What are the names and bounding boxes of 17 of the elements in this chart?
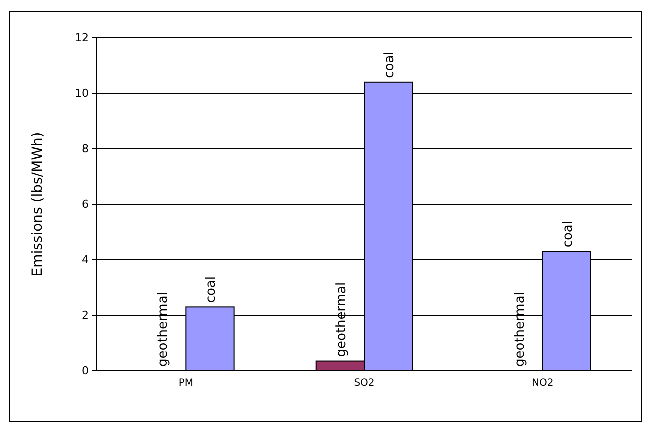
text: geothermal xyxy=(156,292,172,367)
y-axis-title: Emissions (lbs/MWh) xyxy=(30,132,46,277)
text: geothermal xyxy=(512,292,528,367)
y-tick-label: 12 xyxy=(75,32,89,45)
x-tick-label: SO2 xyxy=(354,378,375,389)
y-tick-label: 8 xyxy=(82,142,89,156)
text: coal xyxy=(560,220,576,248)
y-tick-label: 0 xyxy=(82,364,89,378)
y-tick-label: 2 xyxy=(82,309,89,322)
text: coal xyxy=(204,276,220,304)
x-tick-label: NO2 xyxy=(532,378,554,389)
x-tick-label: PM xyxy=(178,378,194,389)
y-tick-label: 4 xyxy=(82,254,89,267)
y-tick-label: 10 xyxy=(75,87,89,100)
text: coal xyxy=(382,52,398,78)
y-tick-label: 6 xyxy=(82,198,89,212)
text: geothermal xyxy=(334,282,350,358)
